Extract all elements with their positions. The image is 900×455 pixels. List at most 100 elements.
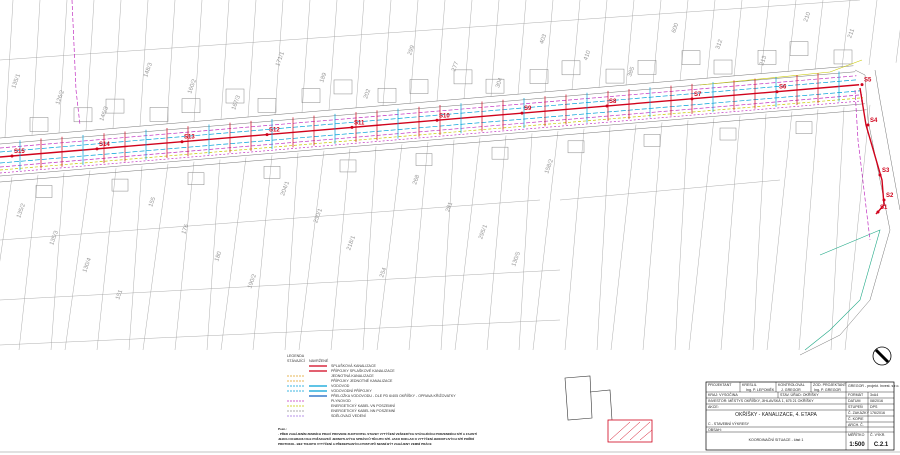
obsah-label: OBSAH: bbox=[708, 428, 722, 432]
manhole-marker bbox=[10, 154, 14, 158]
parcel-boundary bbox=[674, 120, 689, 351]
vykres-value: C.2.1 bbox=[874, 442, 889, 448]
parcel-boundary bbox=[706, 0, 716, 79]
parcel-boundary bbox=[247, 0, 257, 118]
parcel-boundary bbox=[490, 0, 500, 97]
parcel-boundary bbox=[454, 137, 481, 351]
parcel-number: 190/2 bbox=[247, 273, 258, 290]
building bbox=[561, 60, 581, 76]
legend-item-label: PLYNOVOD bbox=[331, 399, 351, 403]
construction-note: Pozn.: - PŘED ZAHÁJENÍM ZEMNÍCH PRACÍ PR… bbox=[278, 427, 477, 446]
building bbox=[643, 134, 661, 147]
parcel-number: 403 bbox=[539, 33, 548, 45]
building bbox=[409, 79, 429, 94]
parcel-number: 158/2 bbox=[544, 158, 555, 175]
parcel-boundary bbox=[642, 122, 663, 351]
legend-proposed-header: NAVRŽENÉ bbox=[309, 358, 329, 363]
parcel-number: 213 bbox=[759, 55, 768, 67]
building bbox=[681, 50, 701, 65]
sewer-main bbox=[859, 87, 885, 215]
manhole-label: S2 bbox=[886, 193, 894, 199]
legend-item-label: ENERGETICKÝ KABEL VN POSZEMNÍ bbox=[331, 404, 395, 408]
parcel-boundary bbox=[517, 0, 527, 95]
meritko-label: MĚŘÍTKO bbox=[848, 432, 865, 437]
parcel-number: 130/4 bbox=[82, 257, 93, 274]
drawing-part: C - STAVEBNÍ VÝKRESY bbox=[708, 422, 750, 426]
parcel-boundary bbox=[220, 157, 247, 351]
parcel-boundary bbox=[868, 0, 878, 66]
building bbox=[605, 68, 625, 84]
legend-item-label: PŘÍPOJKY JEDNOTNÉ KANALIZACE bbox=[331, 378, 393, 383]
parcel-boundary bbox=[532, 131, 559, 351]
kopie-label: Č. KOPIE bbox=[848, 416, 864, 421]
stupen-value: DPS bbox=[870, 405, 878, 409]
building bbox=[485, 78, 505, 94]
building bbox=[257, 98, 277, 113]
parcel-boundary bbox=[220, 0, 230, 120]
note-title: Pozn.: bbox=[278, 427, 287, 431]
parcel-number: 312 bbox=[715, 38, 724, 50]
manhole-marker bbox=[520, 111, 524, 115]
parcel-boundary bbox=[830, 107, 845, 351]
legend-item-label: SPLAŠKOVÁ KANALIZACE bbox=[331, 363, 377, 368]
format-value: 3xA4 bbox=[870, 393, 878, 397]
legend-existing-header: STÁVAJÍCÍ bbox=[287, 359, 305, 363]
parcel-number: 254 bbox=[379, 266, 388, 278]
building bbox=[713, 59, 733, 75]
parcel-boundary bbox=[193, 0, 203, 122]
legend-title: LEGENDA bbox=[287, 354, 305, 358]
kontroloval-value: J. GREGOR bbox=[781, 388, 801, 392]
building bbox=[187, 172, 205, 185]
parcel-boundary bbox=[139, 0, 149, 127]
manhole-marker bbox=[876, 210, 880, 214]
utility-line bbox=[0, 75, 857, 149]
legend-item-label: VODOVODNÍ PŘÍPOJKY bbox=[331, 388, 372, 393]
parcel-boundary bbox=[355, 0, 365, 109]
zakazka-label: Č. ZAKÁZKY bbox=[848, 410, 870, 415]
manhole-marker bbox=[435, 118, 439, 122]
building bbox=[529, 69, 549, 84]
parcel-labels: 135/1 126/2 146/3 148/3 160/2 167/3 171/1 189 20… bbox=[11, 11, 856, 301]
legend-item-label: JEDNOTNÁ KANALIZACE bbox=[331, 374, 374, 378]
parcel-boundary bbox=[382, 0, 392, 106]
arch-label: ARCH. Č. bbox=[848, 422, 864, 427]
building bbox=[105, 98, 125, 114]
parcel-boundary bbox=[0, 319, 561, 346]
utility-line bbox=[0, 97, 864, 171]
parcel-boundary bbox=[598, 0, 608, 88]
parcel-boundary bbox=[328, 0, 338, 111]
meritko-value: 1:500 bbox=[849, 442, 865, 448]
manhole-label: S11 bbox=[354, 120, 365, 126]
utility-line bbox=[0, 94, 863, 168]
parcel-boundary bbox=[720, 115, 741, 351]
utility-lines bbox=[0, 0, 885, 241]
parcel-boundary bbox=[31, 0, 41, 136]
parcel-number: 211 bbox=[847, 28, 856, 40]
manhole-marker bbox=[775, 90, 779, 94]
projektant-label: PROJEKTANT bbox=[708, 383, 732, 387]
building bbox=[225, 88, 245, 104]
manhole-label: S12 bbox=[269, 128, 280, 134]
parcel-number: 210 bbox=[803, 11, 812, 23]
building bbox=[757, 50, 777, 65]
parcel-number: 202 bbox=[363, 88, 372, 100]
manhole-marker bbox=[350, 125, 354, 129]
building bbox=[833, 49, 853, 65]
building bbox=[149, 107, 169, 122]
legend-item-label: SDĚLOVACÍ VEDENÍ bbox=[331, 413, 366, 418]
parcel-boundary bbox=[518, 133, 533, 351]
building bbox=[301, 88, 321, 103]
parcel-boundary bbox=[752, 113, 767, 351]
manhole-marker bbox=[95, 147, 99, 151]
parcel-boundary bbox=[64, 170, 91, 351]
parcel-boundary bbox=[596, 126, 611, 351]
parcel-boundary bbox=[284, 152, 299, 351]
zod-projektant-label: ZOD. PROJEKTANT bbox=[813, 383, 847, 387]
parcel-boundary bbox=[679, 0, 689, 81]
manhole-label: S8 bbox=[609, 99, 617, 105]
format-label: FORMÁT bbox=[848, 393, 864, 397]
parcel-boundary bbox=[688, 118, 715, 351]
parcel-number: 304 bbox=[495, 77, 504, 89]
parcel-boundary bbox=[436, 0, 446, 102]
parcel-boundary bbox=[652, 0, 662, 84]
